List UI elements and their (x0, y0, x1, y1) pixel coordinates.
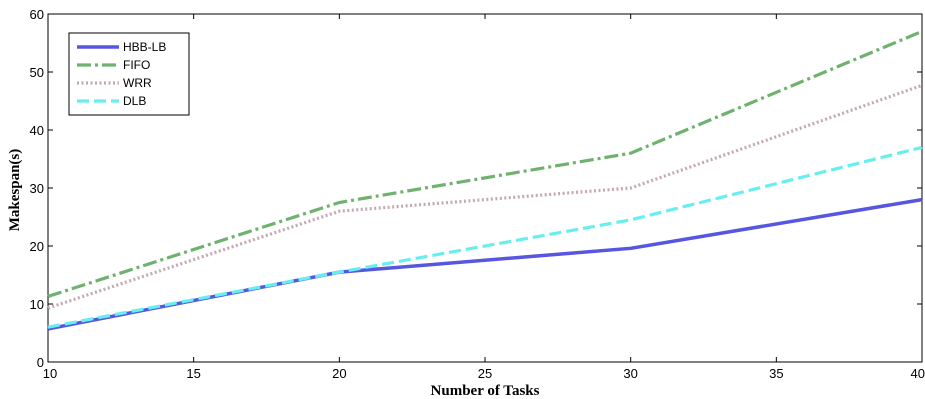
legend-label: WRR (123, 76, 152, 90)
series-line-dlb (47, 145, 923, 329)
x-tick-label: 30 (623, 366, 637, 381)
legend: HBB-LB FIFO WRR DLB (68, 32, 190, 116)
y-tick-label: 40 (30, 123, 44, 138)
y-tick-label: 10 (30, 297, 44, 312)
legend-label: FIFO (123, 58, 150, 72)
y-tick-label: 0 (37, 355, 44, 370)
legend-label: HBB-LB (123, 40, 166, 54)
x-tick-label: 20 (332, 366, 346, 381)
series-line-hbb-lb (47, 197, 923, 331)
y-tick-label: 50 (30, 65, 44, 80)
x-tick-label: 40 (911, 366, 925, 381)
x-tick-label: 35 (769, 366, 783, 381)
legend-label: DLB (123, 94, 146, 108)
y-tick-label: 20 (30, 239, 44, 254)
plot-area (47, 13, 923, 363)
x-axis-label: Number of Tasks (431, 383, 540, 399)
x-tick-label: 10 (43, 366, 57, 381)
x-tick-label: 25 (478, 366, 492, 381)
y-tick-label: 60 (30, 7, 44, 22)
series-line-wrr (47, 83, 923, 310)
y-axis-label: Makespan(s) (7, 149, 23, 232)
series-lines (47, 29, 923, 331)
y-tick-label: 30 (30, 181, 44, 196)
x-tick-label: 15 (186, 366, 200, 381)
series-line-fifo (47, 29, 923, 298)
